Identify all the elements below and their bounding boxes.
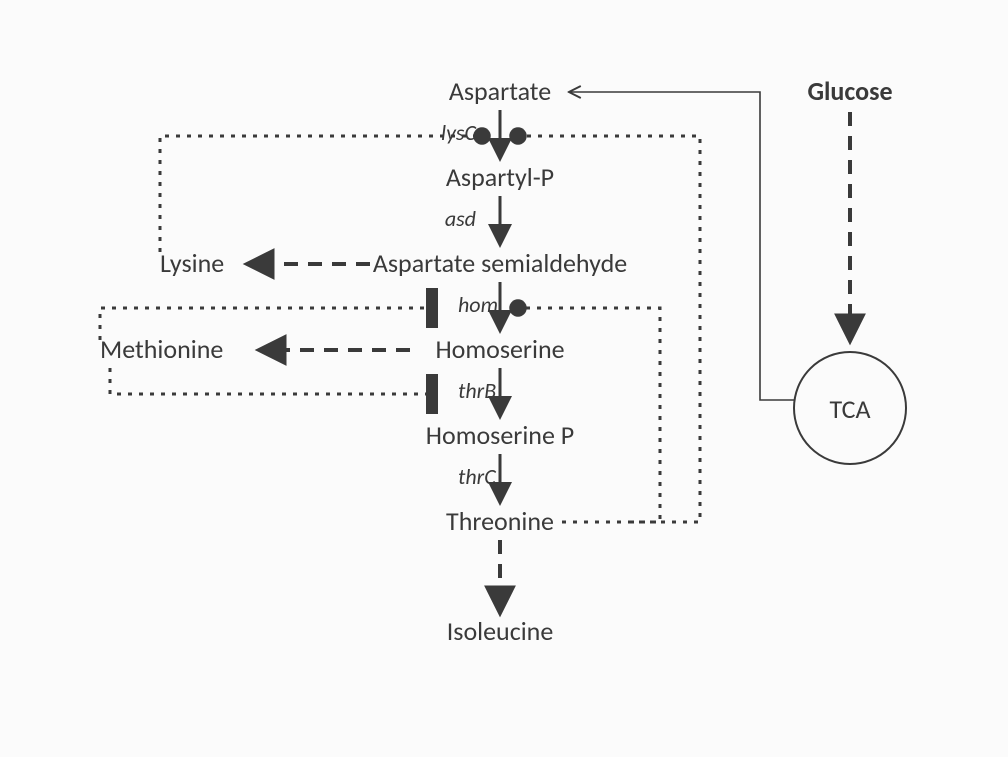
node-isoleucine: Isoleucine — [447, 615, 554, 647]
node-asp_semialdehyde: Aspartate semialdehyde — [373, 247, 627, 279]
node-threonine: Threonine — [446, 505, 554, 537]
node-methionine: Methionine — [100, 333, 223, 365]
feedback-lysine_to_lysC — [160, 136, 482, 252]
node-aspartate: Aspartate — [449, 75, 551, 107]
node-tca: TCA — [829, 393, 870, 425]
node-homoserine: Homoserine — [435, 333, 564, 365]
gene-lysC: lysC — [441, 119, 476, 146]
node-aspartyl_p: Aspartyl-P — [446, 161, 554, 193]
node-glucose: Glucose — [807, 75, 892, 107]
node-lysine: Lysine — [160, 247, 224, 279]
feedback-methionine_to_thrB — [110, 368, 432, 394]
pathway-diagram: Glucose Aspartate Aspartyl-P Aspartate semi… — [0, 0, 1008, 757]
gene-thrC: thrC — [458, 463, 496, 490]
gene-hom: hom — [458, 291, 498, 318]
feedback-threonine_to_lysC — [518, 136, 700, 522]
gene-asd: asd — [445, 205, 476, 232]
gene-thrB: thrB — [458, 377, 496, 404]
edge-tca-to-aspartate — [570, 92, 794, 400]
node-homoserine_p: Homoserine P — [426, 419, 574, 451]
